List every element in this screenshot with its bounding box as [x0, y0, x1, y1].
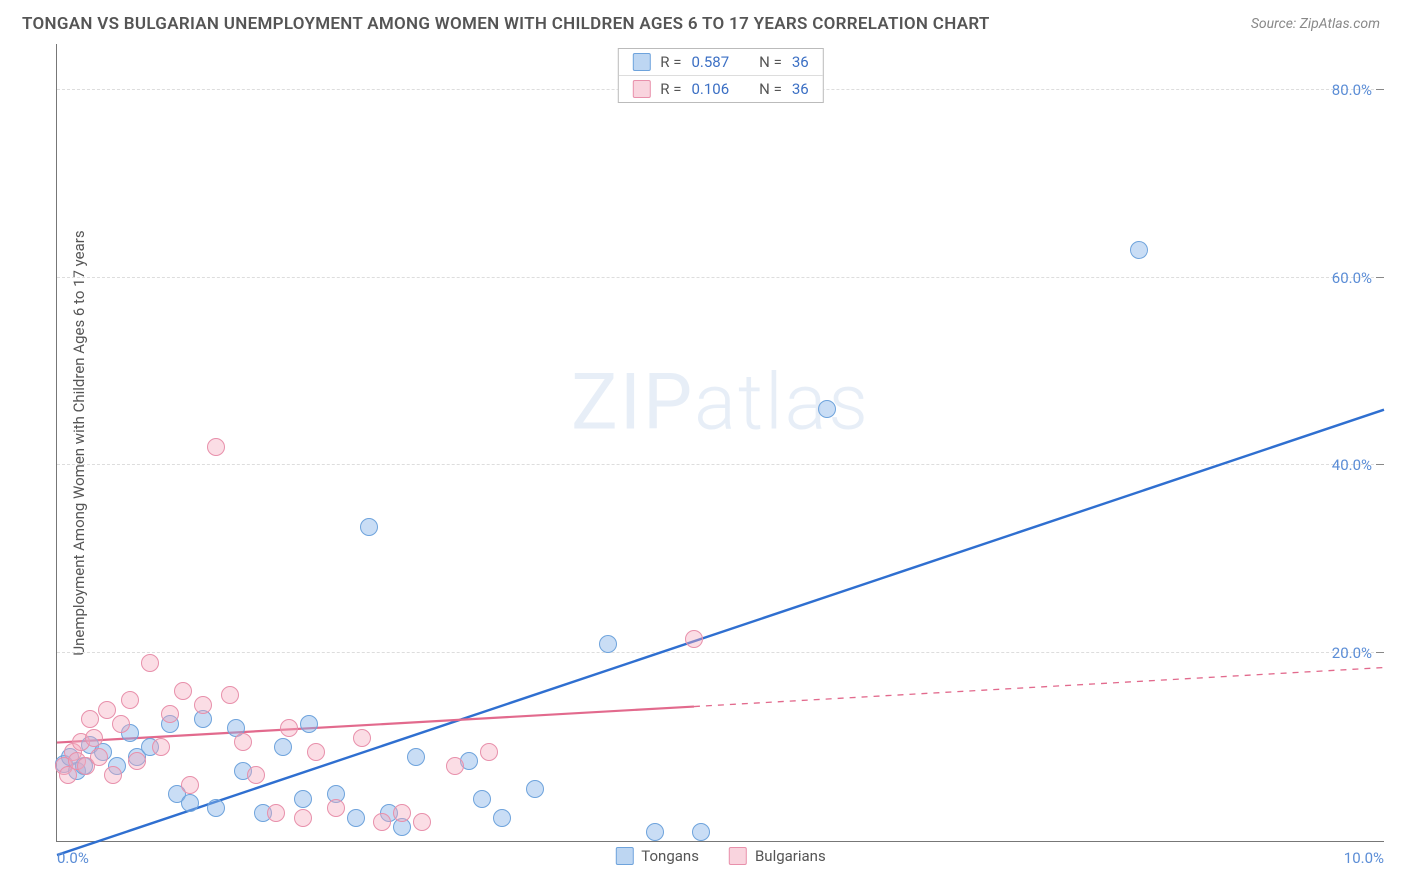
- data-point: [90, 748, 108, 766]
- data-point: [112, 715, 130, 733]
- tick-mark: [1376, 89, 1384, 90]
- data-point: [818, 400, 836, 418]
- data-point: [152, 738, 170, 756]
- legend-n-value: 36: [792, 53, 809, 71]
- x-tick-min: 0.0%: [57, 849, 89, 867]
- data-point: [174, 682, 192, 700]
- data-point: [121, 691, 139, 709]
- tick-mark: [1376, 464, 1384, 465]
- series-legend-item: Bulgarians: [729, 847, 826, 865]
- data-point: [446, 757, 464, 775]
- data-point: [353, 729, 371, 747]
- data-point: [85, 729, 103, 747]
- gridline: [57, 464, 1384, 465]
- data-point: [104, 766, 122, 784]
- data-point: [473, 790, 491, 808]
- data-point: [194, 696, 212, 714]
- legend-r-label: R =: [660, 80, 681, 98]
- series-legend: Tongans Bulgarians: [615, 847, 825, 865]
- data-point: [526, 780, 544, 798]
- data-point: [221, 686, 239, 704]
- data-point: [141, 654, 159, 672]
- data-point: [300, 715, 318, 733]
- data-point: [294, 790, 312, 808]
- data-point: [280, 719, 298, 737]
- data-point: [599, 635, 617, 653]
- series-label: Tongans: [641, 847, 699, 865]
- data-point: [347, 809, 365, 827]
- swatch-icon: [729, 847, 747, 865]
- data-point: [81, 710, 99, 728]
- y-tick-label: 60.0%: [1332, 269, 1372, 287]
- gridline: [57, 652, 1384, 653]
- y-tick-label: 20.0%: [1332, 644, 1372, 662]
- data-point: [181, 794, 199, 812]
- y-tick-label: 40.0%: [1332, 456, 1372, 474]
- legend-row-bulgarians: R = 0.106 N = 36: [618, 75, 822, 102]
- legend-r-label: R =: [660, 53, 681, 71]
- chart-title: TONGAN VS BULGARIAN UNEMPLOYMENT AMONG W…: [22, 14, 990, 34]
- data-point: [128, 752, 146, 770]
- data-point: [207, 438, 225, 456]
- trend-lines: [57, 44, 1384, 841]
- data-point: [646, 823, 664, 841]
- data-point: [98, 701, 116, 719]
- data-point: [692, 823, 710, 841]
- swatch-icon: [632, 80, 650, 98]
- legend-n-label: N =: [759, 53, 782, 71]
- gridline: [57, 277, 1384, 278]
- data-point: [393, 804, 411, 822]
- source-attribution: Source: ZipAtlas.com: [1251, 16, 1380, 32]
- tick-mark: [1376, 652, 1384, 653]
- data-point: [234, 733, 252, 751]
- data-point: [407, 748, 425, 766]
- data-point: [247, 766, 265, 784]
- data-point: [274, 738, 292, 756]
- x-tick-max: 10.0%: [1344, 849, 1384, 867]
- data-point: [307, 743, 325, 761]
- series-label: Bulgarians: [755, 847, 826, 865]
- data-point: [480, 743, 498, 761]
- data-point: [181, 776, 199, 794]
- y-axis-label: Unemployment Among Women with Children A…: [70, 230, 88, 655]
- data-point: [327, 799, 345, 817]
- swatch-icon: [632, 53, 650, 71]
- data-point: [360, 518, 378, 536]
- data-point: [493, 809, 511, 827]
- data-point: [207, 799, 225, 817]
- data-point: [685, 630, 703, 648]
- data-point: [294, 809, 312, 827]
- legend-n-label: N =: [759, 80, 782, 98]
- data-point: [373, 813, 391, 831]
- data-point: [1130, 241, 1148, 259]
- legend-n-value: 36: [792, 80, 809, 98]
- data-point: [267, 804, 285, 822]
- data-point: [161, 705, 179, 723]
- legend-row-tongans: R = 0.587 N = 36: [618, 49, 822, 75]
- tick-mark: [1376, 277, 1384, 278]
- y-tick-label: 80.0%: [1332, 81, 1372, 99]
- legend-r-value: 0.587: [691, 53, 729, 71]
- legend-r-value: 0.106: [691, 80, 729, 98]
- data-point: [413, 813, 431, 831]
- swatch-icon: [615, 847, 633, 865]
- correlation-legend: R = 0.587 N = 36 R = 0.106 N = 36: [617, 48, 823, 103]
- chart-plot-area: Unemployment Among Women with Children A…: [56, 44, 1384, 842]
- series-legend-item: Tongans: [615, 847, 699, 865]
